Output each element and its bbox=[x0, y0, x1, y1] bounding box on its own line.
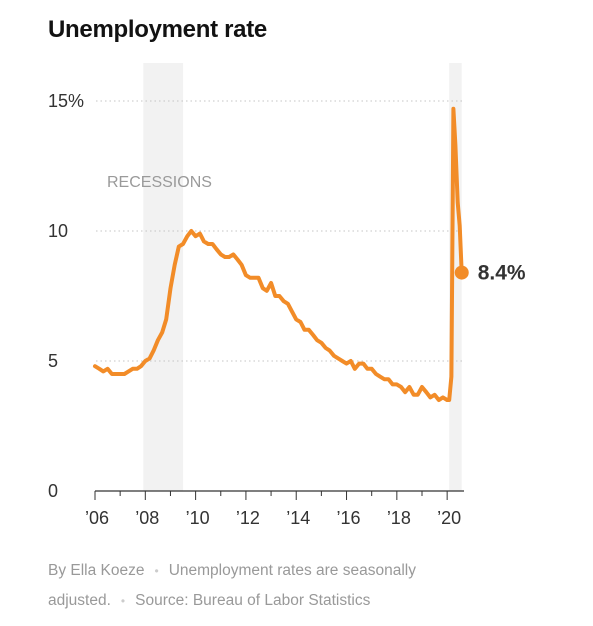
unemployment-rate-line bbox=[93, 106, 464, 402]
x-tick-label-2006: ’06 bbox=[85, 508, 109, 528]
y-axis-ticks: 0 5 10 15% bbox=[48, 91, 84, 501]
x-tick-label-2016: ’16 bbox=[337, 508, 361, 528]
end-value-marker: 8.4% bbox=[454, 262, 526, 285]
x-tick-label-2010: ’10 bbox=[186, 508, 210, 528]
recession-bands bbox=[143, 63, 462, 491]
grid-lines bbox=[96, 100, 464, 362]
footnote: Unemployment rates are seasonally adjust… bbox=[48, 562, 416, 609]
series-layer bbox=[93, 106, 464, 402]
y-tick-label-15: 15% bbox=[48, 91, 84, 111]
x-tick-label-2014: ’14 bbox=[286, 508, 310, 528]
x-tick-label-2020: ’20 bbox=[437, 508, 461, 528]
recession-band-1 bbox=[143, 63, 184, 491]
chart-title: Unemployment rate bbox=[48, 16, 267, 43]
x-axis: ’06 ’08 ’10 ’12 ’14 ’16 ’18 ’20 bbox=[85, 490, 464, 528]
separator-dot: • bbox=[120, 594, 126, 608]
y-tick-label-10: 10 bbox=[48, 221, 68, 241]
y-tick-label-0: 0 bbox=[48, 481, 58, 501]
separator-dot: • bbox=[154, 564, 159, 578]
source-note: Source: Bureau of Labor Statistics bbox=[135, 592, 371, 609]
byline: By Ella Koeze bbox=[48, 562, 145, 579]
unemployment-line-chart: 0 5 10 15% RECESSIONS ’06 ’08 ’10 ’12 ’14 ’16 ’18… bbox=[48, 63, 526, 528]
end-point-dot bbox=[454, 265, 469, 280]
end-value-label: 8.4% bbox=[478, 262, 526, 285]
recessions-label: RECESSIONS bbox=[107, 174, 212, 191]
x-tick-label-2012: ’12 bbox=[236, 508, 260, 528]
x-tick-label-2008: ’08 bbox=[135, 508, 159, 528]
x-tick-label-2018: ’18 bbox=[387, 508, 411, 528]
y-tick-label-5: 5 bbox=[48, 351, 58, 371]
chart-footer: By Ella Koeze • Unemployment rates are sea… bbox=[48, 556, 468, 616]
